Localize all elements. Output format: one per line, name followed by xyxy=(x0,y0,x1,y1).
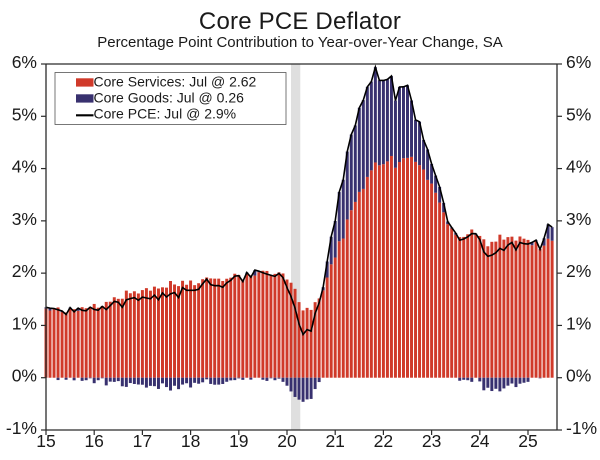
svg-text:1%: 1% xyxy=(12,313,37,333)
svg-text:Core Goods: Jul @ 0.26: Core Goods: Jul @ 0.26 xyxy=(94,89,245,105)
svg-text:2%: 2% xyxy=(566,261,591,281)
svg-text:15: 15 xyxy=(36,431,55,451)
svg-text:16: 16 xyxy=(84,431,103,451)
svg-text:Core PCE: Jul @ 2.9%: Core PCE: Jul @ 2.9% xyxy=(94,105,237,121)
svg-text:3%: 3% xyxy=(12,209,37,229)
svg-text:2%: 2% xyxy=(12,261,37,281)
svg-text:23: 23 xyxy=(422,431,441,451)
svg-text:5%: 5% xyxy=(12,104,37,124)
svg-text:6%: 6% xyxy=(566,52,591,72)
svg-text:20: 20 xyxy=(277,431,297,451)
svg-text:6%: 6% xyxy=(12,52,37,72)
svg-text:24: 24 xyxy=(470,431,490,451)
svg-text:0%: 0% xyxy=(12,366,37,386)
svg-text:22: 22 xyxy=(374,431,393,451)
svg-text:1%: 1% xyxy=(566,313,591,333)
svg-text:5%: 5% xyxy=(566,104,591,124)
svg-text:25: 25 xyxy=(518,431,537,451)
svg-text:4%: 4% xyxy=(12,157,37,177)
svg-text:3%: 3% xyxy=(566,209,591,229)
svg-text:19: 19 xyxy=(229,431,248,451)
svg-text:21: 21 xyxy=(325,431,344,451)
svg-text:4%: 4% xyxy=(566,157,591,177)
svg-text:0%: 0% xyxy=(566,366,591,386)
svg-text:Core Services: Jul @ 2.62: Core Services: Jul @ 2.62 xyxy=(94,73,257,89)
svg-text:-1%: -1% xyxy=(6,418,37,438)
svg-text:-1%: -1% xyxy=(566,418,597,438)
svg-text:18: 18 xyxy=(181,431,200,451)
svg-text:17: 17 xyxy=(133,431,152,451)
